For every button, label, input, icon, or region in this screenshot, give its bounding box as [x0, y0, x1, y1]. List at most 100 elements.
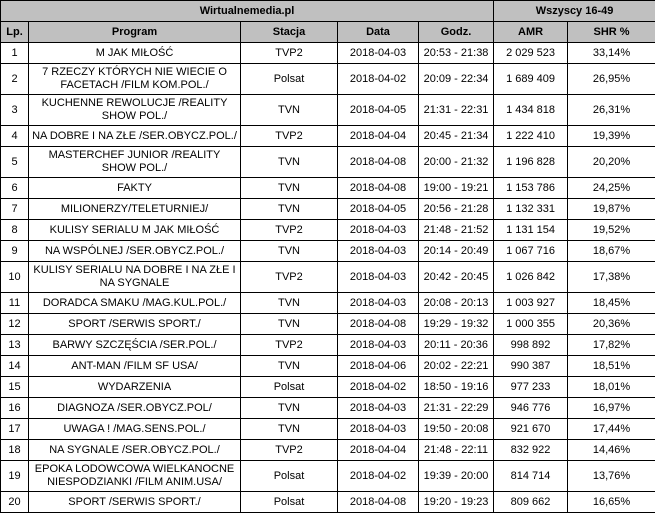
cell-program: MILIONERZY/TELETURNIEJ/ [29, 199, 241, 220]
cell-shr-percent: 20,20% [568, 147, 655, 178]
cell-amr: 1 067 716 [494, 241, 568, 262]
cell-amr: 1 689 409 [494, 64, 568, 95]
cell-shr-percent: 18,01% [568, 377, 655, 398]
cell-godz: 18:50 - 19:16 [419, 377, 494, 398]
cell-godz: 19:20 - 19:23 [419, 492, 494, 513]
cell-stacja: TVN [241, 199, 338, 220]
cell-data: 2018-04-02 [338, 461, 419, 492]
cell-godz: 20:45 - 21:34 [419, 126, 494, 147]
cell-stacja: TVN [241, 147, 338, 178]
cell-stacja: TVP2 [241, 220, 338, 241]
cell-lp: 3 [1, 95, 29, 126]
cell-data: 2018-04-02 [338, 377, 419, 398]
cell-amr: 832 922 [494, 440, 568, 461]
cell-stacja: TVN [241, 314, 338, 335]
cell-lp: 8 [1, 220, 29, 241]
cell-stacja: TVP2 [241, 440, 338, 461]
cell-godz: 20:56 - 21:28 [419, 199, 494, 220]
col-header-program: Program [29, 22, 241, 43]
col-header-godz: Godz. [419, 22, 494, 43]
cell-lp: 11 [1, 293, 29, 314]
cell-lp: 13 [1, 335, 29, 356]
cell-lp: 20 [1, 492, 29, 513]
cell-amr: 1 132 331 [494, 199, 568, 220]
cell-stacja: TVN [241, 398, 338, 419]
cell-amr: 921 670 [494, 419, 568, 440]
cell-amr: 1 000 355 [494, 314, 568, 335]
cell-stacja: TVN [241, 293, 338, 314]
cell-lp: 16 [1, 398, 29, 419]
source-title: Wirtualnemedia.pl [1, 1, 494, 22]
cell-shr-percent: 26,95% [568, 64, 655, 95]
cell-program: DORADCA SMAKU /MAG.KUL.POL./ [29, 293, 241, 314]
cell-program: UWAGA ! /MAG.SENS.POL./ [29, 419, 241, 440]
cell-stacja: TVN [241, 95, 338, 126]
cell-data: 2018-04-05 [338, 199, 419, 220]
cell-data: 2018-04-03 [338, 262, 419, 293]
cell-godz: 19:50 - 20:08 [419, 419, 494, 440]
cell-stacja: TVN [241, 178, 338, 199]
cell-godz: 21:48 - 21:52 [419, 220, 494, 241]
col-header-data: Data [338, 22, 419, 43]
cell-amr: 946 776 [494, 398, 568, 419]
cell-lp: 6 [1, 178, 29, 199]
cell-program: SPORT /SERWIS SPORT./ [29, 314, 241, 335]
cell-shr-percent: 18,45% [568, 293, 655, 314]
cell-lp: 7 [1, 199, 29, 220]
cell-godz: 19:29 - 19:32 [419, 314, 494, 335]
cell-godz: 21:31 - 22:29 [419, 398, 494, 419]
cell-data: 2018-04-08 [338, 314, 419, 335]
cell-lp: 18 [1, 440, 29, 461]
cell-amr: 1 434 818 [494, 95, 568, 126]
cell-shr-percent: 26,31% [568, 95, 655, 126]
cell-stacja: Polsat [241, 461, 338, 492]
cell-shr-percent: 20,36% [568, 314, 655, 335]
cell-program: KULISY SERIALU NA DOBRE I NA ZŁE I NA SY… [29, 262, 241, 293]
cell-shr-percent: 14,46% [568, 440, 655, 461]
column-header-row: Lp. Program Stacja Data Godz. AMR SHR % [1, 22, 655, 43]
cell-program: WYDARZENIA [29, 377, 241, 398]
cell-godz: 20:09 - 22:34 [419, 64, 494, 95]
cell-shr-percent: 33,14% [568, 43, 655, 64]
cell-program: M JAK MIŁOŚĆ [29, 43, 241, 64]
cell-lp: 12 [1, 314, 29, 335]
col-header-shr-percent: SHR % [568, 22, 655, 43]
cell-program: MASTERCHEF JUNIOR /REALITY SHOW POL./ [29, 147, 241, 178]
cell-data: 2018-04-04 [338, 440, 419, 461]
cell-lp: 10 [1, 262, 29, 293]
cell-data: 2018-04-02 [338, 64, 419, 95]
cell-program: 7 RZECZY KTÓRYCH NIE WIECIE O FACETACH /… [29, 64, 241, 95]
cell-amr: 1 003 927 [494, 293, 568, 314]
cell-lp: 17 [1, 419, 29, 440]
cell-data: 2018-04-03 [338, 220, 419, 241]
cell-lp: 4 [1, 126, 29, 147]
cell-shr-percent: 19,87% [568, 199, 655, 220]
cell-program: BARWY SZCZĘŚCIA /SER.POL./ [29, 335, 241, 356]
cell-shr-percent: 19,39% [568, 126, 655, 147]
cell-godz: 20:42 - 20:45 [419, 262, 494, 293]
cell-shr-percent: 18,67% [568, 241, 655, 262]
cell-shr-percent: 17,82% [568, 335, 655, 356]
cell-shr-percent: 17,38% [568, 262, 655, 293]
cell-godz: 19:00 - 19:21 [419, 178, 494, 199]
cell-godz: 21:48 - 22:11 [419, 440, 494, 461]
cell-amr: 998 892 [494, 335, 568, 356]
demographic-group-title: Wszyscy 16-49 [494, 1, 655, 22]
cell-program: ANT-MAN /FILM SF USA/ [29, 356, 241, 377]
col-header-amr: AMR [494, 22, 568, 43]
